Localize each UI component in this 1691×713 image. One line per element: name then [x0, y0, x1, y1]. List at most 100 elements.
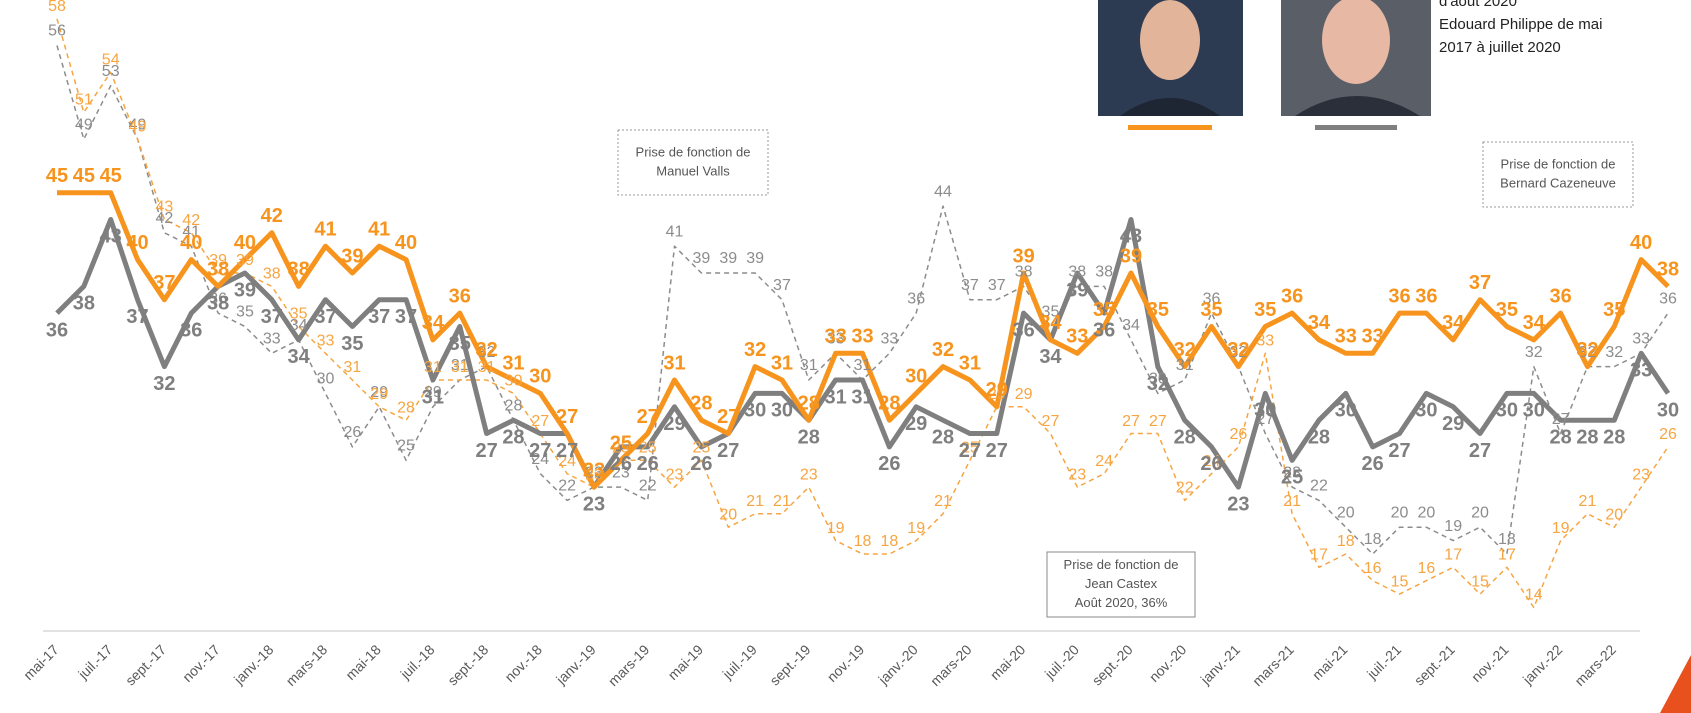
- legend-text: d'août 2020: [1439, 0, 1517, 10]
- x-tick-label: nov.-18: [501, 641, 545, 685]
- data-label: 30: [771, 400, 793, 422]
- data-label: 32: [478, 344, 496, 361]
- x-tick-label: janv.-21: [1197, 641, 1244, 688]
- data-label: 25: [397, 438, 415, 455]
- x-tick-label: nov.-20: [1146, 641, 1190, 685]
- data-label: 36: [449, 285, 471, 307]
- data-label: 23: [1068, 466, 1086, 483]
- data-label: 26: [637, 453, 659, 475]
- data-label: 25: [961, 440, 979, 457]
- data-label: 18: [1337, 533, 1355, 550]
- data-label: 58: [48, 0, 66, 15]
- data-label: 36: [180, 319, 202, 341]
- data-label: 17: [1498, 547, 1516, 564]
- data-label: 28: [1174, 426, 1196, 448]
- data-label: 20: [1337, 504, 1355, 521]
- data-label: 27: [959, 440, 981, 462]
- data-label: 31: [478, 359, 496, 376]
- data-label: 35: [1496, 299, 1518, 321]
- x-tick-label: sept.-19: [766, 641, 813, 688]
- data-label: 35: [236, 304, 254, 321]
- data-label: 20: [719, 506, 737, 523]
- data-label: 27: [1256, 411, 1274, 428]
- data-label: 38: [263, 266, 281, 283]
- legend-text: 2017 à juillet 2020: [1439, 39, 1561, 56]
- data-label: 40: [234, 232, 256, 254]
- data-label: 36: [1203, 290, 1221, 307]
- corner-accent: [1660, 655, 1691, 713]
- data-label: 39: [209, 252, 227, 269]
- x-tick-label: mars-18: [283, 641, 331, 689]
- data-label: 20: [1391, 504, 1409, 521]
- data-label: 26: [1659, 426, 1677, 443]
- data-label: 16: [1364, 560, 1382, 577]
- data-label: 26: [690, 453, 712, 475]
- data-label: 33: [825, 326, 847, 348]
- data-label: 29: [424, 384, 442, 401]
- data-label: 15: [1391, 573, 1409, 590]
- data-label: 30: [1254, 400, 1276, 422]
- x-tick-label: sept.-21: [1411, 641, 1458, 688]
- legend-bar-orange: [1128, 125, 1212, 130]
- data-label: 39: [719, 250, 737, 267]
- data-label: 29: [663, 413, 685, 435]
- data-label: 17: [1310, 547, 1328, 564]
- annotation-box: [617, 129, 769, 196]
- data-label: 49: [129, 118, 147, 135]
- data-label: 35: [341, 333, 363, 355]
- data-label: 30: [1149, 371, 1167, 388]
- x-tick-label: juil.-18: [396, 641, 437, 682]
- data-label: 28: [1549, 426, 1571, 448]
- data-label: 23: [585, 464, 603, 481]
- data-label: 24: [1203, 453, 1221, 470]
- data-label: 34: [1308, 312, 1331, 334]
- data-label: 29: [986, 379, 1008, 401]
- data-label: 27: [529, 440, 551, 462]
- data-label: 41: [182, 223, 200, 240]
- data-label: 34: [1122, 317, 1140, 334]
- data-label: 23: [583, 493, 605, 515]
- data-label: 27: [1042, 413, 1060, 430]
- data-label: 32: [1147, 373, 1169, 395]
- data-label: 28: [397, 399, 415, 416]
- data-label: 32: [1605, 344, 1623, 361]
- data-label: 30: [1496, 400, 1518, 422]
- data-label: 21: [1283, 493, 1301, 510]
- data-label: 23: [800, 466, 818, 483]
- x-tick-label: janv.-19: [552, 641, 599, 688]
- data-label: 35: [1093, 299, 1115, 321]
- data-label: 40: [395, 232, 417, 254]
- x-tick-label: janv.-22: [1519, 641, 1566, 688]
- data-label: 35: [1200, 299, 1222, 321]
- data-label: 19: [907, 520, 925, 537]
- data-label: 28: [1308, 426, 1330, 448]
- data-label: 51: [75, 92, 93, 109]
- annotation-box: [1482, 141, 1634, 208]
- data-label: 37: [126, 306, 148, 328]
- data-label: 34: [1523, 312, 1546, 334]
- data-label: 30: [1335, 400, 1357, 422]
- data-label: 18: [880, 533, 898, 550]
- x-tick-label: juil.-19: [719, 641, 760, 682]
- x-tick-label: juil.-20: [1041, 641, 1082, 682]
- data-label: 38: [207, 293, 229, 315]
- data-label: 31: [1176, 357, 1194, 374]
- data-label: 39: [236, 252, 254, 269]
- data-label: 30: [505, 373, 523, 390]
- data-label: 27: [717, 440, 739, 462]
- data-label: 30: [1657, 400, 1679, 422]
- data-label: 43: [1120, 226, 1142, 248]
- x-tick-label: sept.-20: [1089, 641, 1136, 688]
- data-label: 40: [126, 232, 148, 254]
- data-label: 26: [1362, 453, 1384, 475]
- data-label: 28: [1603, 426, 1625, 448]
- data-label: 22: [558, 478, 576, 495]
- x-tick-label: janv.-20: [874, 641, 921, 688]
- data-label: 38: [288, 259, 310, 281]
- data-label: 27: [475, 440, 497, 462]
- data-label: 30: [317, 371, 335, 388]
- data-label: 29: [1442, 413, 1464, 435]
- data-label: 23: [666, 466, 684, 483]
- data-label: 37: [988, 277, 1006, 294]
- data-label: 35: [1147, 299, 1169, 321]
